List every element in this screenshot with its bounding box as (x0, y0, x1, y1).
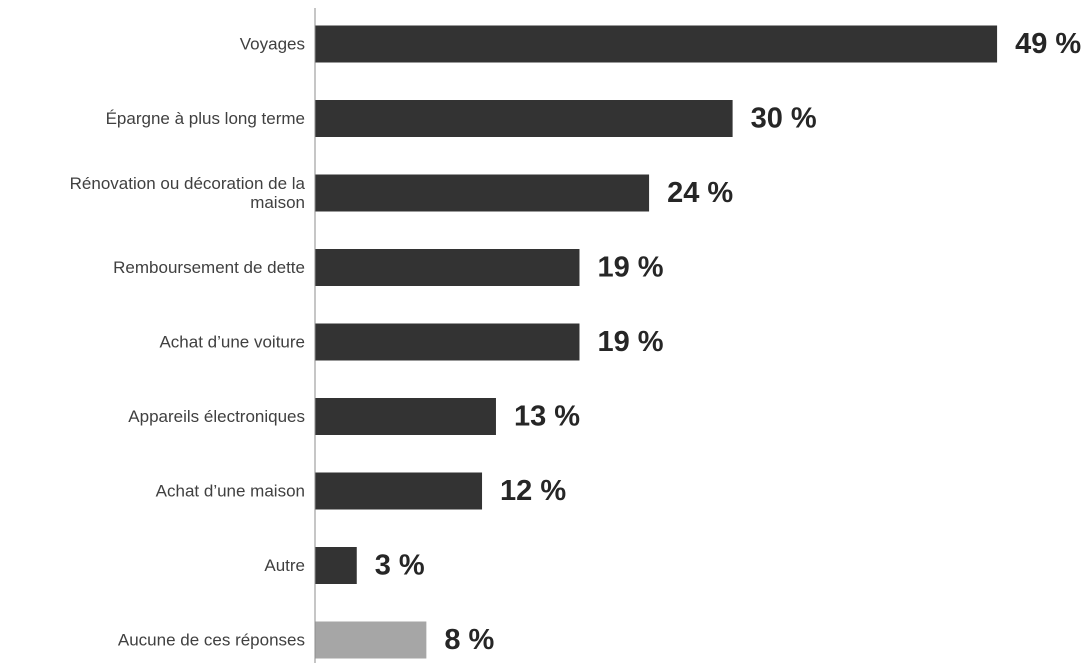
category-label: Autre (264, 556, 305, 575)
category-label: Achat d’une voiture (159, 333, 305, 352)
category-label-line: Rénovation ou décoration de la (70, 174, 306, 193)
category-label-line: Achat d’une voiture (159, 333, 305, 352)
category-label: Voyages (240, 35, 305, 54)
data-label: 24 % (667, 177, 733, 209)
bar (315, 100, 733, 137)
category-label: Appareils électroniques (128, 407, 305, 426)
bars-layer (315, 25, 998, 659)
category-label-line: Aucune de ces réponses (118, 631, 305, 650)
category-label-line: Voyages (240, 35, 305, 54)
category-label-line: maison (250, 193, 305, 212)
data-label: 19 % (597, 326, 663, 358)
category-label-line: Achat d’une maison (156, 482, 305, 501)
bar (315, 621, 427, 659)
data-label: 8 % (444, 624, 494, 656)
category-label: Remboursement de dette (113, 258, 305, 277)
bar (315, 323, 580, 361)
category-label: Achat d’une maison (156, 482, 305, 501)
category-label-line: Appareils électroniques (128, 407, 305, 426)
data-label: 49 % (1015, 28, 1081, 60)
bar (315, 249, 580, 286)
data-label: 19 % (597, 252, 663, 284)
category-label: Rénovation ou décoration de la maison (70, 174, 306, 212)
bar (315, 472, 483, 510)
category-label: Aucune de ces réponses (118, 631, 305, 650)
bar (315, 25, 998, 63)
bar (315, 174, 650, 212)
bar (315, 547, 357, 584)
data-label: 30 % (751, 103, 817, 135)
category-label: Épargne à plus long terme (106, 109, 305, 128)
data-label: 3 % (375, 550, 425, 582)
category-label-line: Remboursement de dette (113, 258, 305, 277)
category-label-line: Autre (264, 556, 305, 575)
value-labels-layer: 49 % 30 % 24 % 19 % 19 % 13 % 12 % 3 % 8 % (375, 28, 1082, 656)
data-label: 12 % (500, 475, 566, 507)
bar (315, 398, 496, 435)
category-labels-layer: Voyages Épargne à plus long terme Rénovati… (70, 35, 306, 650)
data-label: 13 % (514, 401, 580, 433)
category-label-line: Épargne à plus long terme (106, 109, 305, 128)
